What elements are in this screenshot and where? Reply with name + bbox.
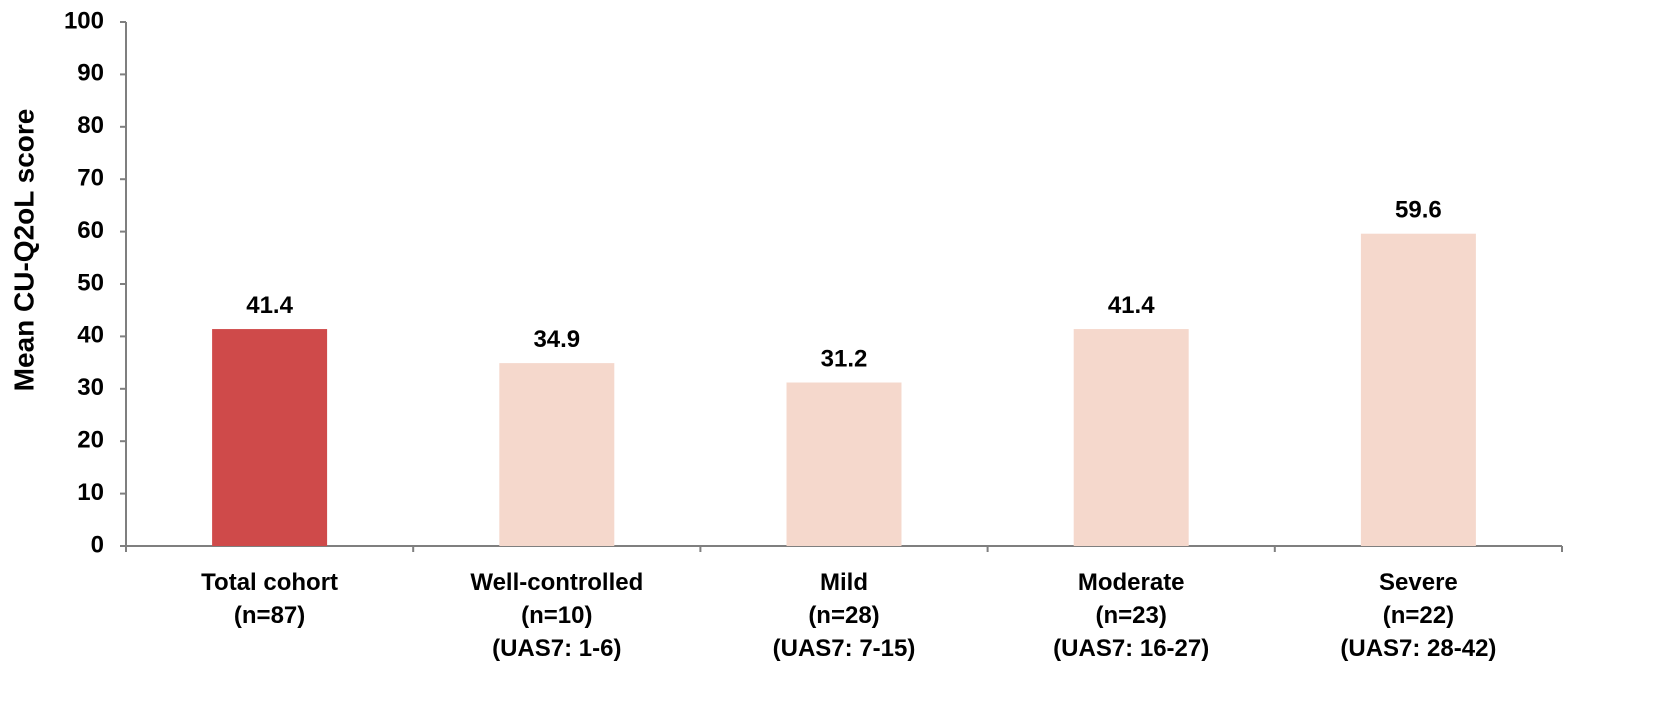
category-label: Mild (n=28) (UAS7: 7-15) <box>773 569 916 662</box>
bars <box>212 233 1476 547</box>
category-label-line: Mild <box>820 569 868 596</box>
bar <box>786 382 902 546</box>
y-tick-label: 60 <box>77 217 104 244</box>
category-label: Moderate (n=23) (UAS7: 16-27) <box>1053 569 1209 662</box>
y-tick-label: 100 <box>64 7 104 34</box>
data-label: 41.4 <box>246 292 293 319</box>
category-label-line: (n=23) <box>1096 602 1167 629</box>
data-label: 34.9 <box>533 326 580 353</box>
category-label: Total cohort (n=87) <box>201 569 338 629</box>
category-label-line: (UAS7: 7-15) <box>773 635 916 662</box>
y-tick-label: 50 <box>77 269 104 296</box>
y-tick-label: 90 <box>77 60 104 87</box>
category-label-line: (UAS7: 16-27) <box>1053 635 1209 662</box>
x-labels: Total cohort (n=87) Well-controlled (n=10) (… <box>201 569 1496 662</box>
data-label: 41.4 <box>1108 292 1155 319</box>
category-label-line: Moderate <box>1078 569 1185 596</box>
category-label: Well-controlled (n=10) (UAS7: 1-6) <box>470 569 643 662</box>
data-labels: 41.4 34.9 31.2 41.4 59.6 <box>246 197 1442 373</box>
category-label-line: (UAS7: 1-6) <box>492 635 621 662</box>
y-tick-label: 0 <box>91 531 104 558</box>
category-label-line: Severe <box>1379 569 1458 596</box>
y-axis-title-group: Mean CU-Q2oL score <box>8 109 39 392</box>
category-label: Severe (n=22) (UAS7: 28-42) <box>1340 569 1496 662</box>
y-tick-label: 10 <box>77 479 104 506</box>
y-tick-label: 40 <box>77 322 104 349</box>
category-label-line: Well-controlled <box>470 569 643 596</box>
category-label-line: (n=22) <box>1383 602 1454 629</box>
y-tick-label: 20 <box>77 427 104 454</box>
y-axis-title: Mean CU-Q2oL score <box>8 109 39 392</box>
y-ticks: 0 10 20 30 40 50 60 70 80 90 100 <box>64 7 126 558</box>
bar <box>499 363 615 546</box>
data-label: 31.2 <box>821 346 868 373</box>
bar <box>1360 233 1476 547</box>
category-label-line: (n=10) <box>521 602 592 629</box>
y-tick-label: 30 <box>77 374 104 401</box>
data-label: 59.6 <box>1395 197 1442 224</box>
bar <box>212 329 328 546</box>
category-label-line: (n=28) <box>808 602 879 629</box>
category-label-line: (UAS7: 28-42) <box>1340 635 1496 662</box>
y-tick-label: 80 <box>77 112 104 139</box>
y-tick-label: 70 <box>77 165 104 192</box>
bar <box>1073 329 1189 546</box>
category-label-line: (n=87) <box>234 602 305 629</box>
category-label-line: Total cohort <box>201 569 338 596</box>
